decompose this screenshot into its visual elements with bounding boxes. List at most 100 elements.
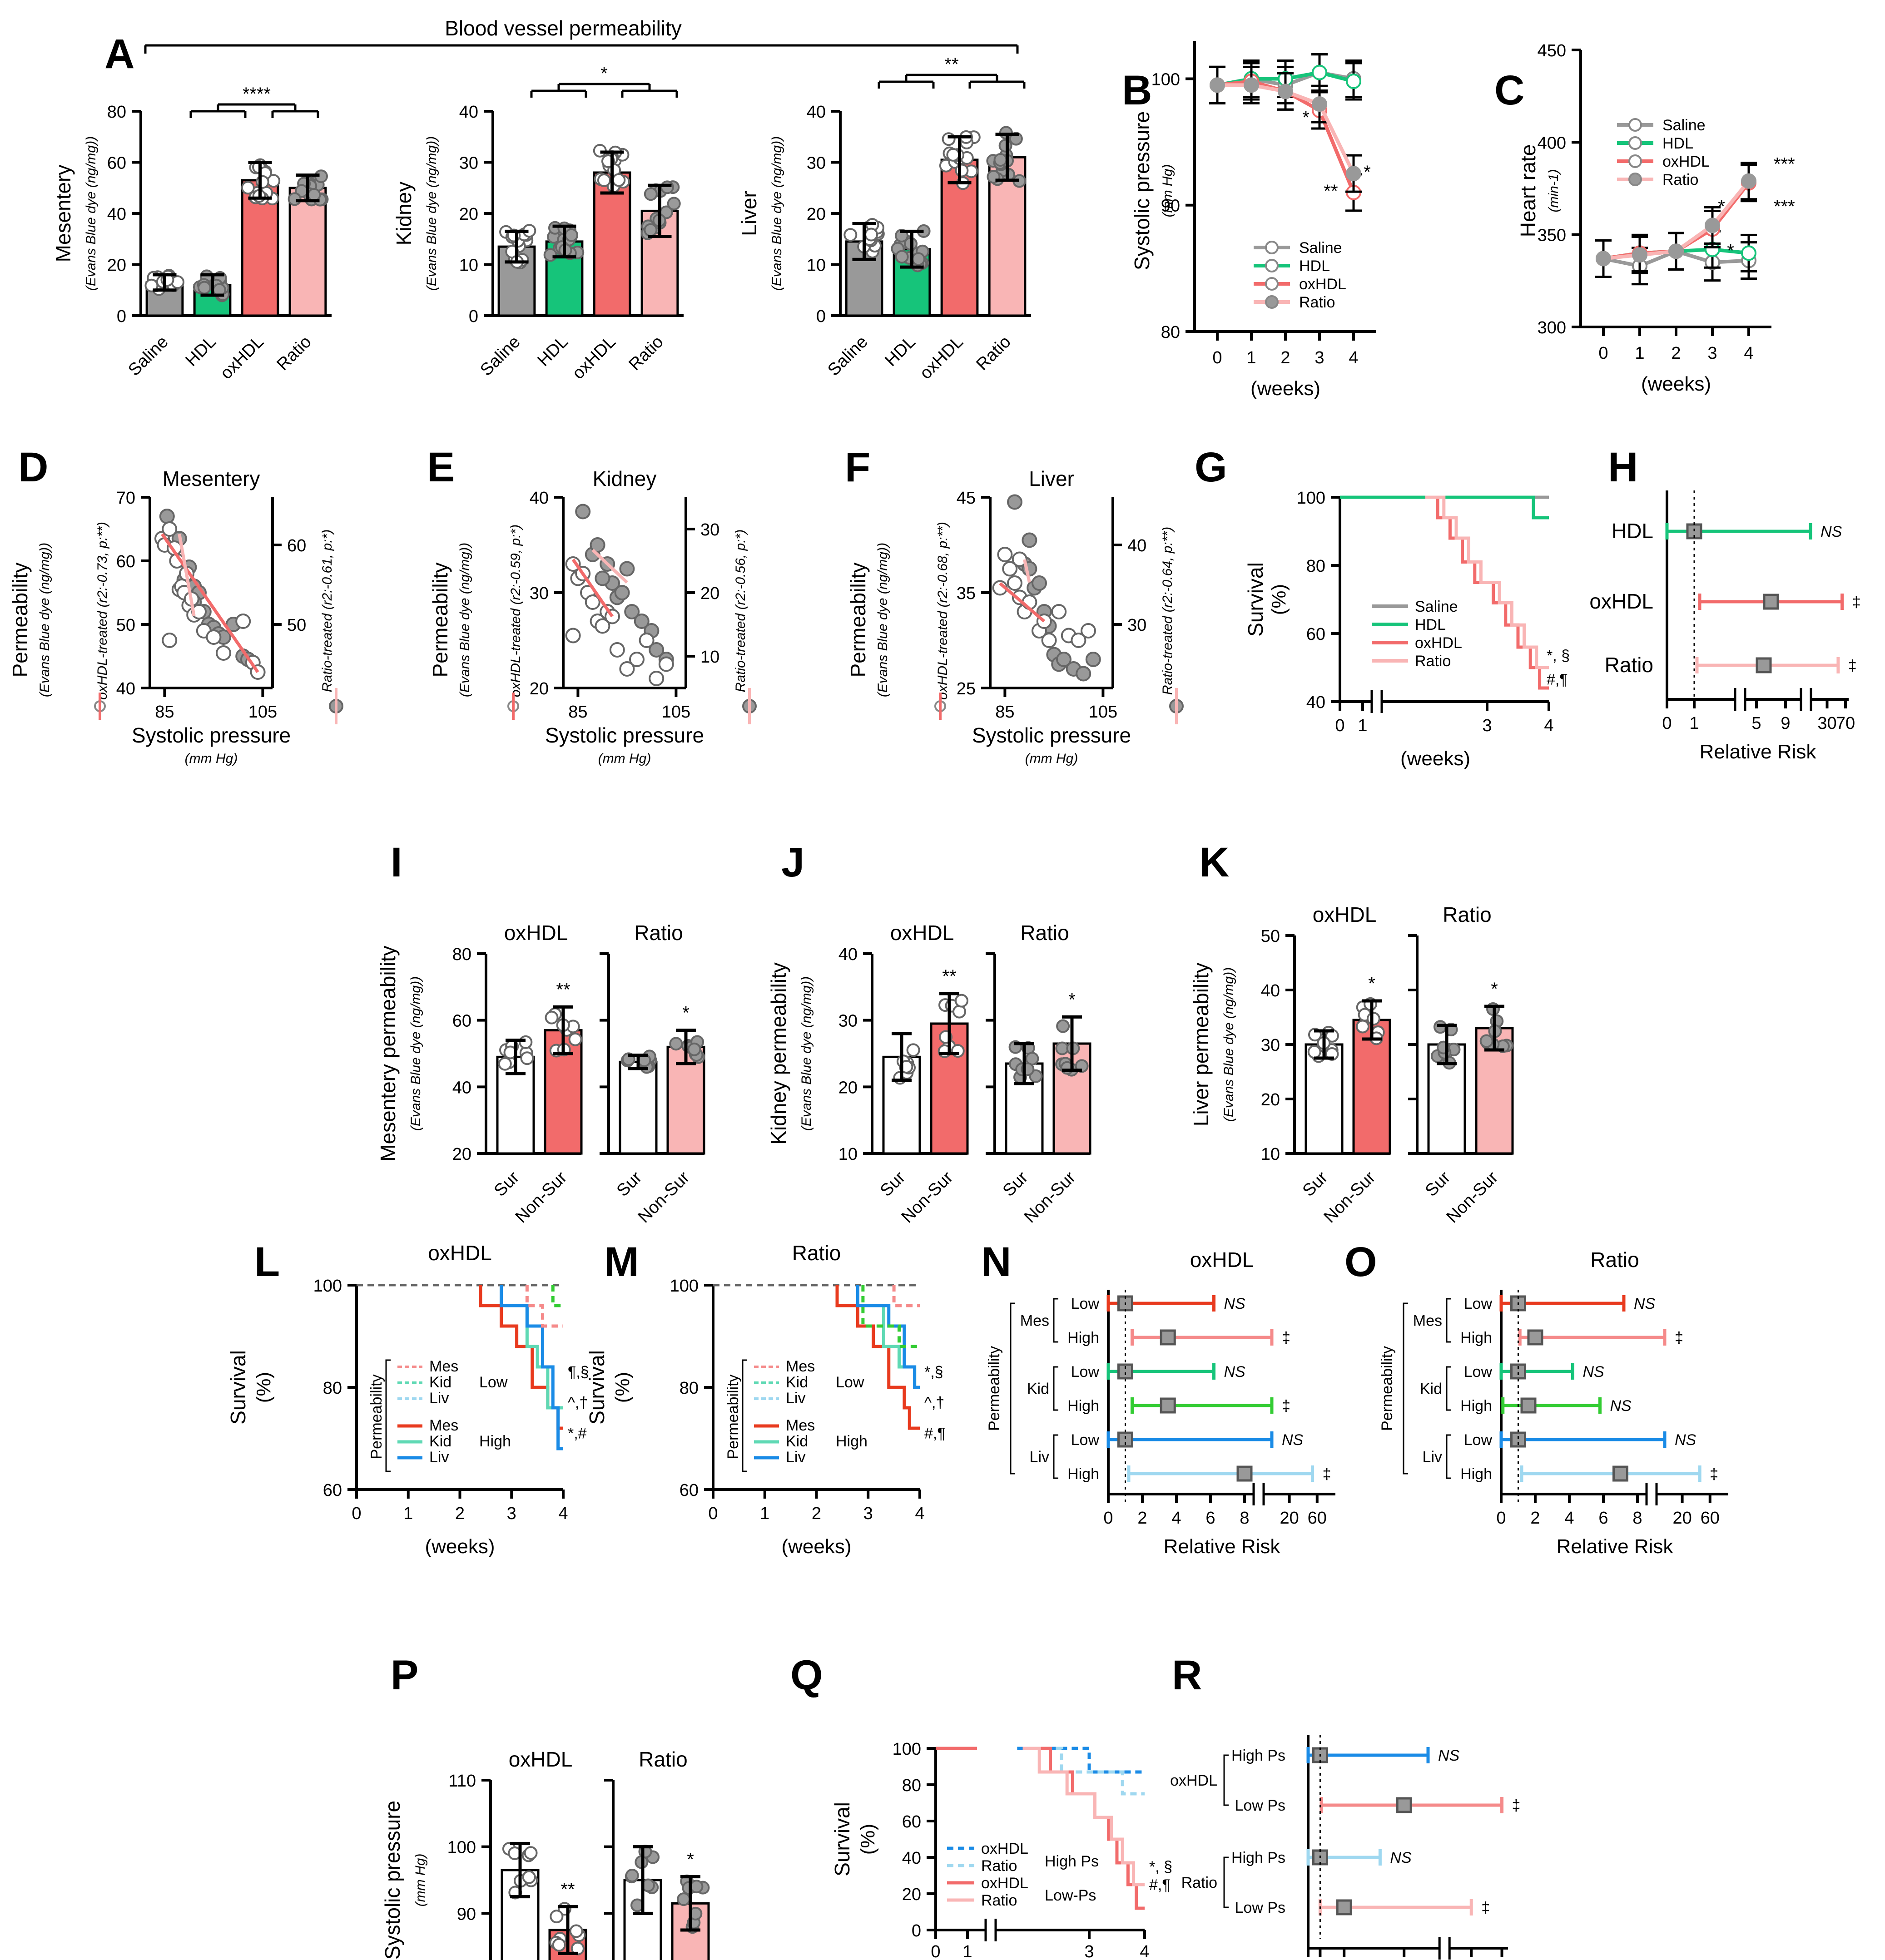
oxhdl-point	[206, 629, 222, 645]
y-tick-label: 80	[323, 1379, 342, 1398]
y-tick-label: 30	[807, 154, 826, 173]
significance-marker: *	[1364, 162, 1371, 182]
permeability-bracket	[1403, 1302, 1408, 1475]
left-axis-label: oxHDL-treated (r2:-0.68, p:**)	[935, 522, 950, 700]
y2-tick-label: 30	[700, 520, 719, 539]
survival-curve-ratio-lowps	[1022, 1747, 1145, 1886]
oxhdl-point	[216, 645, 231, 661]
y-tick-label: 10	[838, 1145, 858, 1164]
estimate-marker	[1756, 657, 1772, 673]
y-tick-label: 0	[117, 307, 126, 326]
group-label: Mes	[1413, 1312, 1442, 1330]
bar	[619, 1060, 658, 1155]
x-tick-label: 0	[352, 1504, 361, 1523]
x-tick-label: 4	[915, 1504, 924, 1523]
legend-label: Kid	[786, 1433, 808, 1450]
significance-marker: ^,†	[924, 1394, 944, 1411]
survival-curve	[892, 1285, 920, 1307]
data-point	[1278, 84, 1293, 99]
survival-curve-oxHDL	[1425, 495, 1549, 690]
y2-tick-label: 20	[700, 584, 719, 603]
y-tick-label: 100	[313, 1277, 342, 1296]
oxhdl-point	[565, 556, 581, 572]
regression-ratio	[591, 549, 628, 584]
y-axis-label: Survival	[585, 1350, 609, 1425]
y-axis-label: Permeability	[846, 562, 870, 677]
data-point	[644, 187, 658, 201]
group-title: Ratio	[634, 921, 683, 945]
y-tick-label: 20	[107, 256, 126, 275]
y-axis-sublabel: (Evans Blue dye (ng/mg))	[1221, 967, 1236, 1122]
panel-title: oxHDL	[428, 1241, 492, 1265]
x-tick-label: 5	[1751, 714, 1761, 733]
estimate-marker	[1520, 1397, 1537, 1414]
oxhdl-point	[162, 521, 178, 537]
legend-label: Liv	[786, 1390, 805, 1407]
legend-group-low: Low	[479, 1374, 508, 1391]
y-tick-label: 60	[452, 1012, 471, 1031]
y-tick-label: 110	[448, 1772, 476, 1791]
y-tick-label: 0	[816, 307, 826, 326]
data-point	[550, 1910, 564, 1924]
row-label: HDL	[1612, 519, 1653, 543]
legend-bracket	[385, 1359, 391, 1472]
y-tick-label: 80	[1306, 557, 1325, 576]
data-point	[660, 180, 674, 194]
row-note: NS	[1634, 1295, 1656, 1312]
significance-marker: #,¶	[1547, 671, 1568, 688]
estimate-marker	[1510, 1431, 1526, 1448]
data-point	[288, 192, 302, 206]
y-tick-label: 400	[1538, 134, 1566, 153]
y2-tick-label: 60	[287, 536, 306, 555]
row-label: High	[1460, 1329, 1492, 1346]
data-point	[1056, 1019, 1070, 1033]
ratio-point	[575, 504, 591, 520]
regression-ratio	[178, 534, 196, 616]
y-axis-sublabel: (Evans Blue dye (ng/mg))	[408, 976, 423, 1131]
y-tick-label: 40	[1306, 693, 1325, 712]
oxhdl-point	[609, 642, 625, 658]
panel-label-D: D	[18, 444, 48, 490]
x-tick-label: 60	[1701, 1509, 1720, 1528]
legend-label: Ratio	[1299, 294, 1335, 311]
oxhdl-point	[1071, 633, 1086, 648]
y-axis-sublabel: (Evans Blue dye (ng/mg))	[799, 976, 814, 1131]
right-axis-label: Ratio-treated (r2:-0.61, p:*)	[320, 530, 335, 693]
x-tick-label: 0	[708, 1504, 718, 1523]
data-point	[1210, 77, 1225, 93]
ratio-point	[1085, 652, 1101, 667]
data-point	[690, 1880, 704, 1894]
data-point	[612, 173, 626, 187]
panel-label-O: O	[1344, 1239, 1377, 1285]
panel-label-B: B	[1122, 67, 1152, 114]
legend-label: Mes	[786, 1358, 815, 1375]
x-tick-label: 9	[1781, 714, 1790, 733]
data-point	[667, 197, 681, 211]
x-tick-label: 2	[1530, 1509, 1540, 1528]
survival-curve	[861, 1285, 920, 1348]
significance-marker: *	[1491, 979, 1498, 999]
significance-marker: *	[1068, 990, 1076, 1010]
panel-label-E: E	[427, 444, 455, 490]
estimate-marker	[1763, 594, 1779, 610]
oxhdl-point	[1081, 623, 1096, 638]
survival-curve	[551, 1285, 563, 1307]
x-tick-label: 0	[1598, 344, 1608, 363]
x-tick-label: 3	[1315, 348, 1324, 367]
legend-label: Liv	[429, 1390, 449, 1407]
estimate-marker	[1160, 1397, 1176, 1414]
y-tick-label: 0	[469, 307, 478, 326]
category-label: HDL	[182, 332, 219, 370]
row-note: NS	[1390, 1849, 1412, 1866]
y-axis-sublabel: (%)	[1268, 584, 1290, 615]
x-axis-label: (weeks)	[1400, 747, 1470, 770]
category-label: Ratio	[625, 332, 667, 374]
data-point	[520, 1051, 534, 1065]
group-bracket	[1053, 1366, 1058, 1411]
axis-break-gap	[986, 1919, 996, 1941]
y-tick-label: 50	[116, 616, 135, 635]
significance-marker: *	[1368, 974, 1375, 994]
significance-marker: **	[561, 1880, 575, 1900]
y-tick-label: 100	[670, 1277, 699, 1296]
category-label: Non-Sur	[1021, 1168, 1080, 1227]
